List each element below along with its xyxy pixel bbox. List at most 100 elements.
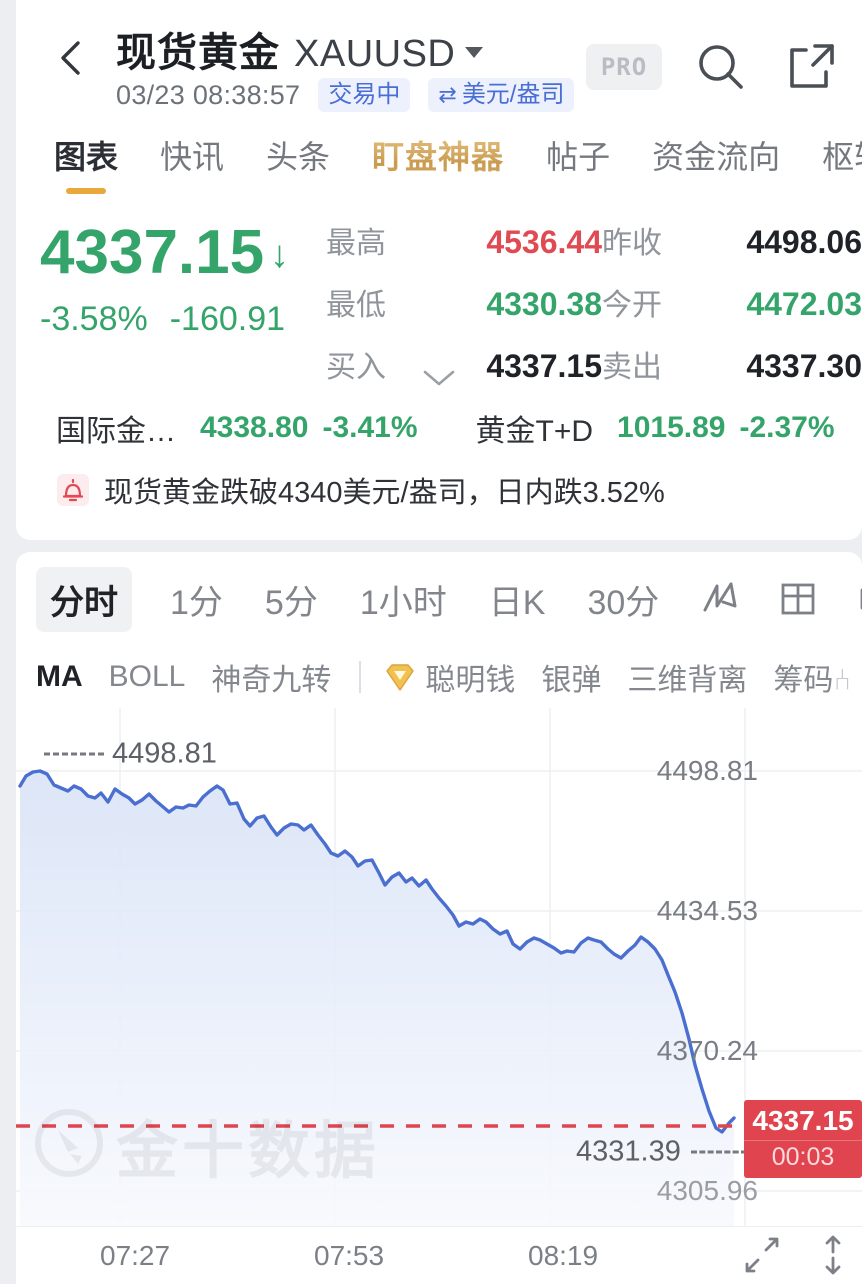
nav-tabs[interactable]: 图表 快讯 头条 盯盘神器 帖子 资金流向 枢轴 (16, 132, 862, 210)
stat-label-ask: 卖出 (602, 351, 662, 384)
stat-value-prevclose: 4498.06 (746, 224, 862, 260)
stat-value-bid: 4337.15 (486, 348, 602, 384)
indicator-silver-bullet[interactable]: 银弹 (541, 664, 602, 697)
indicator-chips[interactable]: 筹码⑃ (773, 655, 851, 699)
last-price-tag-time: 00:03 (744, 1140, 862, 1178)
related-percent-0: -3.41% (322, 411, 418, 444)
chart-price-line (18, 769, 736, 1134)
search-icon[interactable] (692, 38, 750, 96)
vertical-arrows-icon[interactable] (818, 1233, 848, 1277)
chart-svg (16, 708, 862, 1226)
indicator-chips-suffix: ⑃ (833, 664, 852, 697)
nav-tab-market-tool[interactable]: 盯盘神器 (372, 132, 504, 190)
target-circle-icon[interactable] (853, 576, 862, 622)
y-tick-2: 4370.24 (656, 1035, 758, 1066)
stat-value-open: 4472.03 (746, 286, 862, 322)
stat-label-open: 今开 (602, 289, 662, 322)
nav-tab-chart[interactable]: 图表 (54, 132, 118, 190)
change-absolute: -160.91 (169, 300, 286, 338)
alarm-bell-icon (56, 473, 90, 507)
nav-tab-fundflow[interactable]: 资金流向 (652, 139, 781, 175)
related-quotes-row: 国际金… 4338.80 -3.41% 黄金T+D 1015.89 -2.37% (16, 398, 862, 458)
share-external-icon[interactable] (782, 38, 840, 96)
nav-tab-posts[interactable]: 帖子 (546, 139, 611, 175)
header-meta: 03/23 08:38:57 交易中 ⇄ 美元/盎司 (116, 78, 575, 112)
quote-stats-grid: 最高 4536.44 昨收 4498.06 最低 4330.38 今开 4472… (326, 218, 862, 386)
last-price-value: 4337.15 (40, 218, 265, 287)
unit-badge-label: 美元/盎司 (461, 81, 565, 108)
annotation-day-low-text: 4331.39 (576, 1135, 681, 1168)
expand-quote-button[interactable] (16, 368, 862, 393)
price-chart[interactable]: 4498.81 4434.53 4370.24 4305.96 4498.81 … (16, 708, 862, 1226)
symbol-name-cn: 现货黄金 (116, 31, 280, 75)
annotation-prev-high: 4498.81 (44, 738, 217, 771)
timeframe-tab-1m[interactable]: 1分 (170, 583, 223, 622)
last-price-tag: 4337.15 00:03 (744, 1100, 862, 1178)
quote-block: 4337.15 ↓ -3.58% -160.91 最高 4536.44 昨收 4… (16, 218, 862, 386)
change-percent: -3.58% (40, 300, 148, 338)
timeframe-tab-dayk[interactable]: 日K (488, 583, 546, 622)
quote-timestamp: 03/23 08:38:57 (116, 79, 301, 110)
back-icon[interactable] (56, 40, 84, 76)
indicator-smart-money[interactable]: 聪明钱 (425, 664, 516, 697)
indicator-tabs[interactable]: MA BOLL 神奇九转 聪明钱 银弹 三维背离 筹码⑃ (16, 646, 862, 708)
indicator-chips-label: 筹码 (773, 664, 834, 697)
related-price-0: 4338.80 (200, 411, 309, 444)
chart-x-axis: 07:27 07:53 08:19 (16, 1226, 862, 1284)
expand-arrows-icon[interactable] (740, 1233, 784, 1277)
chart-area-fill (20, 771, 734, 1226)
stat-value-high: 4536.44 (486, 224, 602, 260)
nav-tab-pivot[interactable]: 枢轴 (822, 139, 862, 175)
indicator-ma[interactable]: MA (36, 660, 83, 693)
unit-badge[interactable]: ⇄ 美元/盎司 (428, 78, 575, 112)
status-badge-label: 交易中 (328, 81, 401, 108)
gem-icon (383, 660, 417, 694)
divider (359, 661, 362, 693)
indicator-boll[interactable]: BOLL (108, 660, 186, 693)
stat-label-prevclose: 昨收 (602, 227, 662, 260)
annotation-prev-high-text: 4498.81 (112, 737, 217, 770)
last-price: 4337.15 ↓ (40, 222, 289, 284)
alert-text: 现货黄金跌破4340美元/盎司，日内跌3.52% (104, 477, 665, 509)
timeframe-tab-30m[interactable]: 30分 (587, 583, 660, 622)
stat-label-high: 最高 (326, 227, 386, 260)
alert-banner[interactable]: 现货黄金跌破4340美元/盎司，日内跌3.52% (16, 462, 862, 518)
x-tick-2: 08:19 (528, 1239, 599, 1271)
grid-layout-icon[interactable] (775, 576, 821, 622)
indicator-magic-nine[interactable]: 神奇九转 (211, 664, 332, 697)
timeframe-tabs[interactable]: 分时 1分 5分 1小时 日K 30分 (16, 552, 862, 646)
y-tick-1: 4434.53 (656, 895, 758, 926)
related-percent-1: -2.37% (739, 411, 835, 444)
direction-arrow-icon: ↓ (270, 234, 290, 276)
dash-line-segment (44, 752, 104, 756)
last-price-tag-price: 4337.15 (752, 1105, 854, 1136)
caret-down-icon[interactable] (465, 47, 484, 58)
chart-controls[interactable] (740, 1233, 848, 1277)
chart-card: 分时 1分 5分 1小时 日K 30分 MA BOLL 神奇九转 聪明 (16, 552, 862, 1284)
related-price-1: 1015.89 (617, 411, 726, 444)
indicator-3d-divergence[interactable]: 三维背离 (627, 664, 748, 697)
header-bar: 现货黄金 XAUUSD 03/23 08:38:57 交易中 ⇄ 美元/盎司 P… (16, 0, 862, 130)
annotation-day-low: 4331.39 (576, 1136, 747, 1169)
status-badge[interactable]: 交易中 (318, 78, 411, 112)
quote-card: 现货黄金 XAUUSD 03/23 08:38:57 交易中 ⇄ 美元/盎司 P… (16, 0, 862, 540)
symbol-code: XAUUSD (294, 33, 456, 75)
stat-label-bid: 买入 (326, 351, 386, 384)
pro-badge[interactable]: PRO (586, 44, 662, 90)
nav-tab-headline[interactable]: 头条 (266, 139, 331, 175)
x-tick-0: 07:27 (100, 1239, 171, 1271)
x-tick-1: 07:53 (314, 1239, 385, 1271)
swap-icon: ⇄ (438, 82, 457, 107)
related-name-0[interactable]: 国际金… (56, 415, 176, 448)
symbol-title[interactable]: 现货黄金 XAUUSD (116, 20, 484, 78)
candle-chart-icon[interactable] (697, 576, 743, 622)
change-row: -3.58% -160.91 (40, 300, 289, 339)
nav-tab-news[interactable]: 快讯 (160, 139, 225, 175)
y-tick-0: 4498.81 (656, 755, 758, 786)
timeframe-tab-1h[interactable]: 1小时 (359, 583, 447, 622)
y-tick-3: 4305.96 (656, 1175, 758, 1206)
timeframe-tab-fenshi[interactable]: 分时 (36, 566, 132, 632)
timeframe-tab-5m[interactable]: 5分 (264, 583, 318, 622)
related-name-1[interactable]: 黄金T+D (475, 415, 594, 448)
